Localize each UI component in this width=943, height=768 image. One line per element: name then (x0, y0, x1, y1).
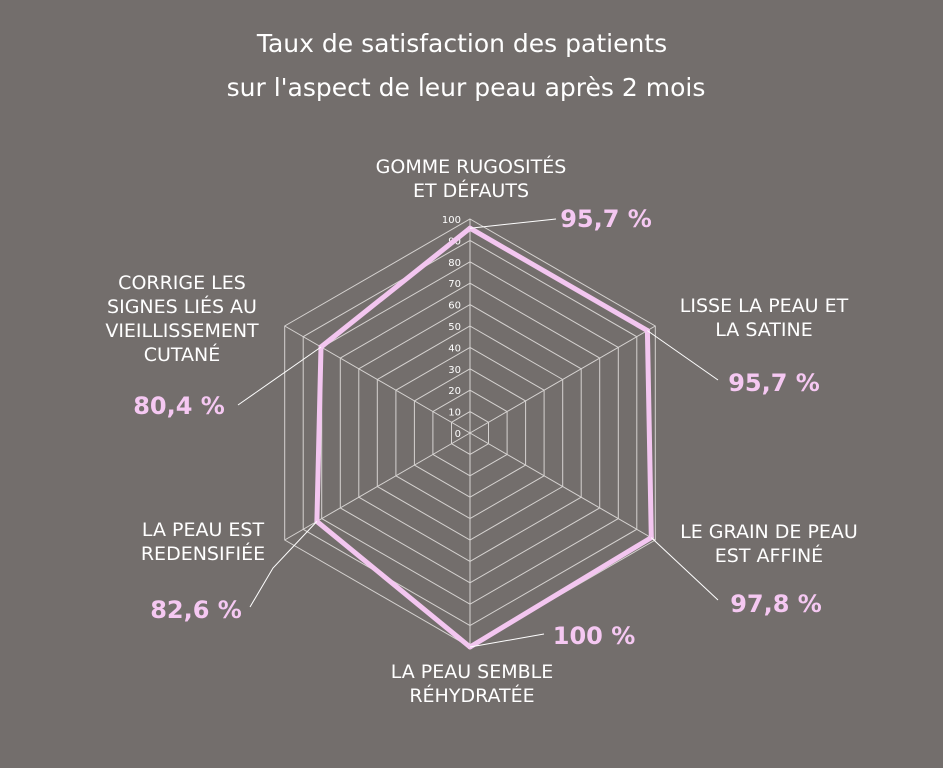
category-label: LA PEAU EST REDENSIFIÉE (141, 519, 265, 565)
tick-label: 50 (448, 322, 461, 333)
leader-line (469, 218, 557, 229)
leader-line (237, 346, 322, 406)
grid-spoke (284, 325, 471, 434)
value-label: 95,7 % (728, 369, 820, 397)
leader-line (647, 330, 719, 381)
tick-label: 0 (455, 429, 461, 440)
radar-series (314, 225, 654, 650)
tick-label: 70 (448, 279, 461, 290)
value-label: 100 % (553, 622, 636, 650)
radar-grid (284, 218, 656, 648)
value-label: 80,4 % (133, 392, 225, 420)
value-label: 95,7 % (560, 205, 652, 233)
chart-title-line-2: sur l'aspect de leur peau après 2 mois (227, 73, 706, 102)
category-label: LISSE LA PEAU ET LA SATINE (680, 295, 849, 341)
radar-category-labels: GOMME RUGOSITÉS ET DÉFAUTS 95,7 % LISSE LA … (105, 155, 858, 707)
tick-label: 30 (448, 365, 461, 376)
value-label: 97,8 % (730, 590, 822, 618)
tick-label: 60 (448, 301, 461, 312)
leader-line (249, 521, 318, 608)
grid-spoke (469, 432, 656, 541)
tick-label: 10 (448, 408, 461, 419)
tick-label: 40 (448, 343, 461, 354)
category-label: LA PEAU SEMBLE RÉHYDRATÉE (391, 661, 554, 707)
tick-label: 100 (442, 215, 461, 226)
category-label: GOMME RUGOSITÉS ET DÉFAUTS (376, 155, 567, 202)
tick-label: 80 (448, 258, 461, 269)
chart-title-line-1: Taux de satisfaction des patients (256, 29, 667, 58)
category-label: CORRIGE LES SIGNES LIÉS AU VIEILLISSEMENT C… (105, 272, 259, 366)
leader-line (650, 537, 719, 601)
category-label: LE GRAIN DE PEAU EST AFFINÉ (680, 521, 858, 567)
leader-line (469, 633, 545, 648)
value-label: 82,6 % (150, 596, 242, 624)
grid-spoke (469, 325, 656, 434)
tick-label: 20 (448, 386, 461, 397)
